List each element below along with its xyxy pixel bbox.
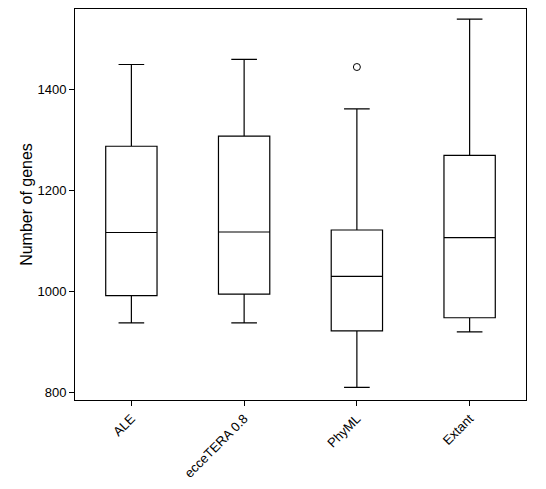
svg-text:Number of genes: Number of genes: [18, 143, 35, 266]
svg-text:1200: 1200: [37, 183, 66, 198]
svg-text:800: 800: [45, 385, 67, 400]
svg-text:ecceTERA 0.8: ecceTERA 0.8: [181, 411, 250, 480]
svg-text:PhyML: PhyML: [324, 411, 363, 450]
svg-text:Extant: Extant: [440, 411, 477, 448]
svg-text:1000: 1000: [37, 284, 66, 299]
svg-text:ALE: ALE: [110, 411, 138, 439]
svg-text:1400: 1400: [37, 82, 66, 97]
